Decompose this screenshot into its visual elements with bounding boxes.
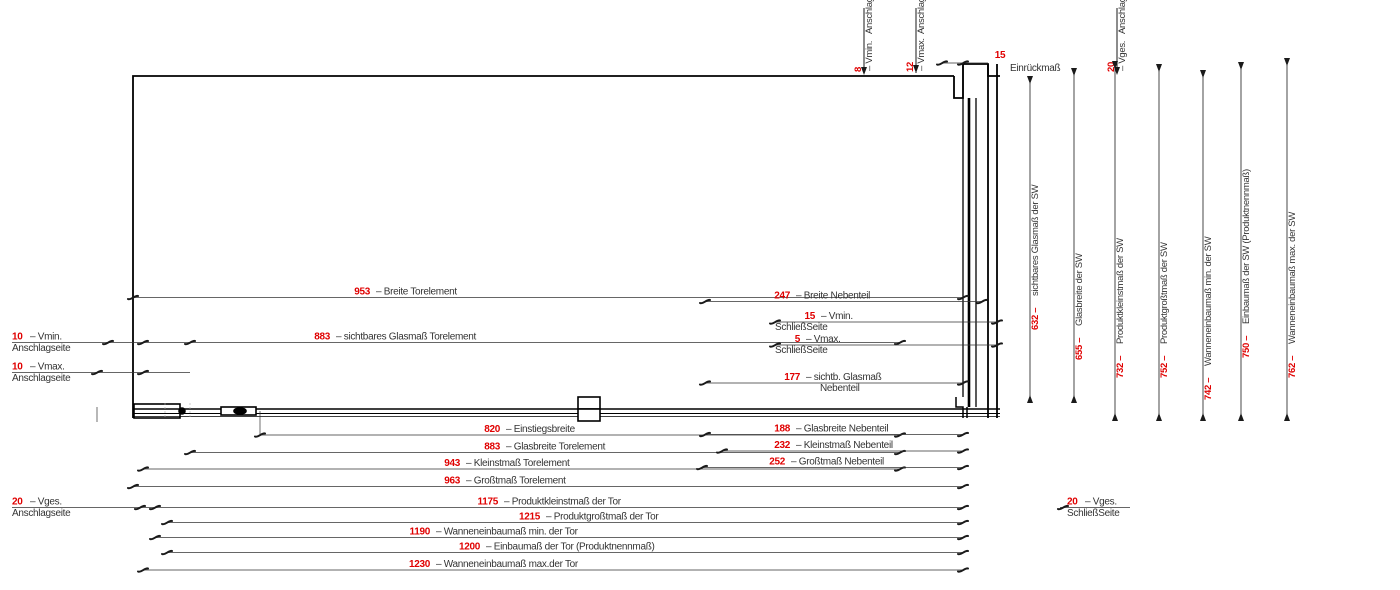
svg-text:– Großtmaß Torelement: – Großtmaß Torelement <box>466 476 566 487</box>
svg-text:– Vges.: – Vges. <box>1085 497 1117 508</box>
svg-text:883: 883 <box>484 442 501 453</box>
svg-text:Anschlagseite: Anschlagseite <box>1117 0 1128 34</box>
svg-text:Anschlagseite: Anschlagseite <box>916 0 927 34</box>
svg-text:Einrückmaß: Einrückmaß <box>1010 63 1061 74</box>
svg-text:943: 943 <box>444 458 461 469</box>
svg-text:Anschlagseite: Anschlagseite <box>12 508 71 519</box>
svg-text:– Breite Torelement: – Breite Torelement <box>376 287 457 298</box>
svg-text:– Vmax.: – Vmax. <box>806 334 841 345</box>
svg-text:– Produktkleinstmaß der Tor: – Produktkleinstmaß der Tor <box>504 497 622 508</box>
svg-text:– Vmin.: – Vmin. <box>30 332 62 343</box>
svg-text:5: 5 <box>795 334 801 345</box>
svg-text:– Glasbreite Nebenteil: – Glasbreite Nebenteil <box>796 424 888 435</box>
svg-text:1175: 1175 <box>478 497 499 508</box>
svg-text:10: 10 <box>12 362 23 373</box>
svg-text:– Vmax.: – Vmax. <box>916 38 927 71</box>
svg-text:1230: 1230 <box>409 559 431 570</box>
svg-text:750 –: 750 – <box>1241 336 1252 358</box>
svg-text:247: 247 <box>774 291 791 302</box>
svg-text:Wanneneinbaumaß max. der SW: Wanneneinbaumaß max. der SW <box>1287 212 1298 344</box>
svg-text:752 –: 752 – <box>1159 356 1170 378</box>
svg-text:– sichtbares Glasmaß Torelemen: – sichtbares Glasmaß Torelement <box>336 332 477 343</box>
svg-text:Glasbreite der SW: Glasbreite der SW <box>1074 253 1085 326</box>
svg-text:655 –: 655 – <box>1074 338 1085 360</box>
svg-text:1190: 1190 <box>410 527 431 538</box>
svg-text:Wanneneinbaumaß min. der SW: Wanneneinbaumaß min. der SW <box>1203 236 1214 366</box>
svg-text:– Einbaumaß der Tor (Produktne: – Einbaumaß der Tor (Produktnennmaß) <box>486 542 655 553</box>
svg-text:SchließSeite: SchließSeite <box>1067 508 1120 519</box>
svg-text:820: 820 <box>484 424 501 435</box>
svg-text:963: 963 <box>444 476 461 487</box>
svg-text:sichtbares Glasmaß der SW: sichtbares Glasmaß der SW <box>1030 184 1041 296</box>
svg-text:– Breite Nebenteil: – Breite Nebenteil <box>796 291 870 302</box>
svg-text:Einbaumaß der SW (Produktnennm: Einbaumaß der SW (Produktnennmaß) <box>1241 169 1252 324</box>
svg-text:– Vmin.: – Vmin. <box>821 311 853 322</box>
svg-text:– Kleinstmaß Torelement: – Kleinstmaß Torelement <box>466 458 570 469</box>
svg-text:SchließSeite: SchließSeite <box>775 345 828 356</box>
svg-text:– Wanneneinbaumaß min. der Tor: – Wanneneinbaumaß min. der Tor <box>436 527 579 538</box>
svg-text:Nebenteil: Nebenteil <box>820 383 860 394</box>
svg-text:1200: 1200 <box>459 542 481 553</box>
svg-text:742 –: 742 – <box>1203 378 1214 400</box>
svg-text:15: 15 <box>804 311 815 322</box>
svg-text:– Glasbreite Torelement: – Glasbreite Torelement <box>506 442 606 453</box>
svg-text:732 –: 732 – <box>1115 356 1126 378</box>
svg-text:883: 883 <box>314 332 331 343</box>
svg-text:– Vmax.: – Vmax. <box>30 362 65 373</box>
svg-text:953: 953 <box>354 287 371 298</box>
svg-text:188: 188 <box>774 424 791 435</box>
svg-text:20: 20 <box>12 497 23 508</box>
svg-text:1215: 1215 <box>519 512 541 523</box>
svg-text:– Wanneneinbaumaß max.der Tor: – Wanneneinbaumaß max.der Tor <box>436 559 579 570</box>
svg-text:Anschlagseite: Anschlagseite <box>864 0 875 34</box>
svg-text:Anschlagseite: Anschlagseite <box>12 373 71 384</box>
svg-text:– Vmin.: – Vmin. <box>864 41 875 71</box>
svg-text:20: 20 <box>1067 497 1078 508</box>
svg-text:– Großtmaß Nebenteil: – Großtmaß Nebenteil <box>791 457 884 468</box>
svg-text:– Vges.: – Vges. <box>30 497 62 508</box>
svg-text:Produktgroßtmaß der SW: Produktgroßtmaß der SW <box>1159 242 1170 344</box>
svg-text:10: 10 <box>12 332 23 343</box>
svg-text:SchließSeite: SchließSeite <box>775 322 828 333</box>
svg-text:Produktkleinstmaß der SW: Produktkleinstmaß der SW <box>1115 238 1126 344</box>
svg-text:8: 8 <box>853 67 864 72</box>
svg-text:232: 232 <box>774 440 791 451</box>
svg-text:632 –: 632 – <box>1030 308 1041 330</box>
svg-text:– Vges.: – Vges. <box>1117 41 1128 71</box>
svg-text:– Einstiegsbreite: – Einstiegsbreite <box>506 424 576 435</box>
svg-text:– Kleinstmaß Nebenteil: – Kleinstmaß Nebenteil <box>796 440 893 451</box>
svg-text:177: 177 <box>784 372 801 383</box>
svg-text:762 –: 762 – <box>1287 356 1298 378</box>
svg-text:252: 252 <box>769 457 786 468</box>
svg-text:Anschlagseite: Anschlagseite <box>12 343 71 354</box>
svg-text:– sichtb. Glasmaß: – sichtb. Glasmaß <box>806 372 882 383</box>
svg-text:– Produktgroßtmaß der Tor: – Produktgroßtmaß der Tor <box>546 512 659 523</box>
svg-text:12: 12 <box>905 62 916 72</box>
svg-text:15: 15 <box>995 50 1006 61</box>
